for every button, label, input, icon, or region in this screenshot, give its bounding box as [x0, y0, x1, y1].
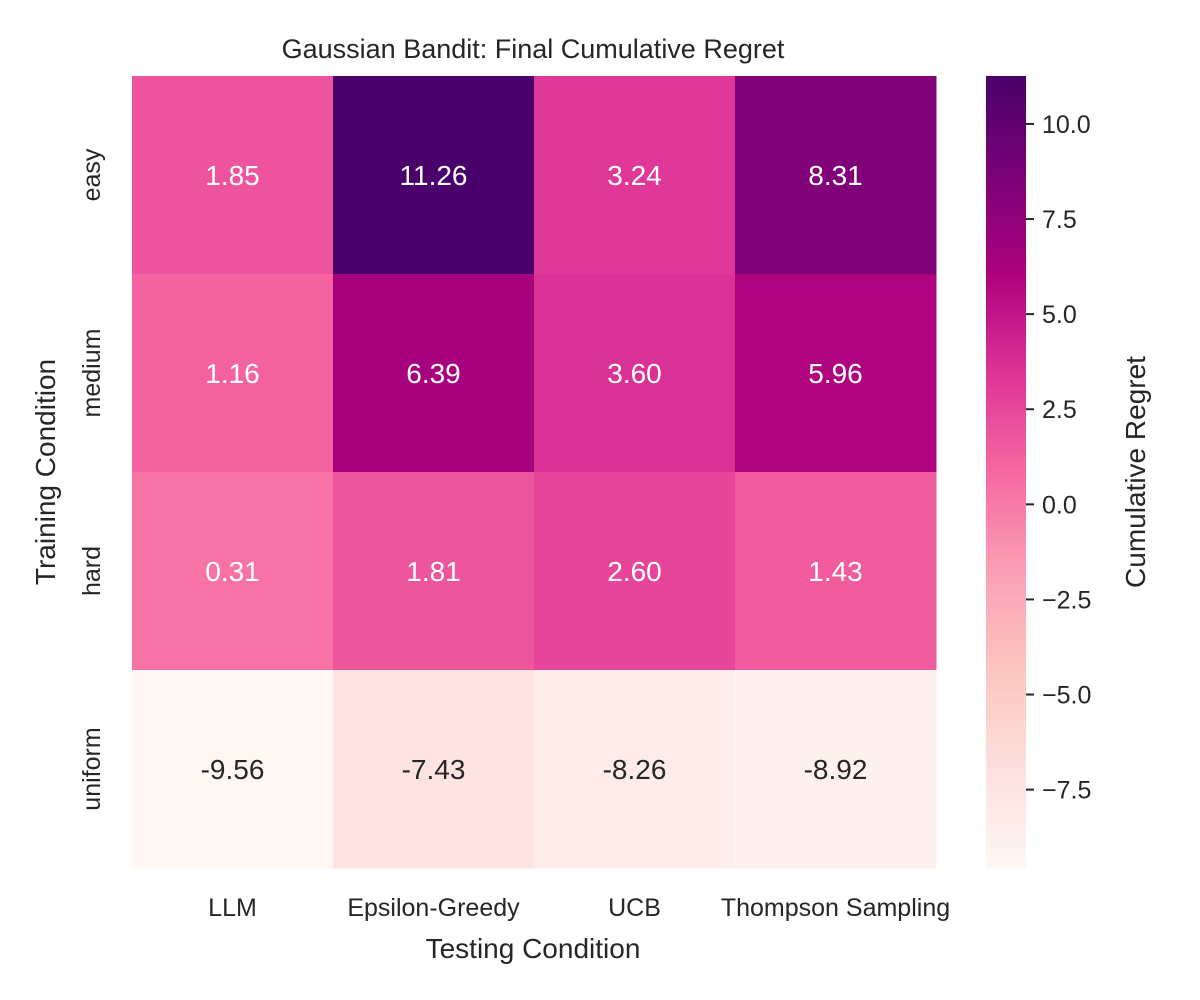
y-tick-label: uniform	[78, 727, 106, 810]
heatmap-cell	[534, 472, 736, 671]
colorbar-tick-label: −5.0	[1042, 682, 1091, 710]
cell-value-label: 3.60	[607, 358, 662, 389]
heatmap-cell	[333, 274, 535, 473]
colorbar-tick-label: 5.0	[1042, 301, 1077, 329]
heatmap-cell	[534, 274, 736, 473]
y-axis-label: Training Condition	[30, 359, 61, 585]
heatmap-cell	[333, 76, 535, 275]
heatmap-cells	[132, 76, 937, 869]
x-tick-label: UCB	[608, 894, 661, 922]
colorbar-tick-label: −2.5	[1042, 586, 1091, 614]
cell-value-label: 1.43	[808, 556, 863, 587]
cell-value-label: -7.43	[402, 754, 466, 785]
heatmap-cell	[132, 670, 334, 869]
colorbar-tick-label: −7.5	[1042, 777, 1091, 805]
heatmap-cell	[132, 274, 334, 473]
y-axis-tick-labels: easy medium hard uniform	[78, 148, 106, 811]
cell-value-label: 3.24	[607, 160, 662, 191]
cell-value-label: 1.85	[205, 160, 260, 191]
cell-value-label: 11.26	[400, 160, 468, 191]
y-tick-label: medium	[78, 329, 106, 418]
cell-value-label: 8.31	[808, 160, 863, 191]
heatmap-cell	[132, 472, 334, 671]
heatmap-cell	[333, 472, 535, 671]
heatmap-cell	[132, 76, 334, 275]
heatmap-cell	[534, 670, 736, 869]
heatmap-cell-labels: 1.85 11.26 3.24 8.31 1.16 6.39 3.60 5.96 0.31 1.8…	[201, 160, 868, 785]
cell-value-label: -9.56	[201, 754, 265, 785]
heatmap-cell	[534, 76, 736, 275]
x-tick-label: LLM	[208, 894, 257, 922]
x-tick-label: Thompson Sampling	[721, 894, 950, 922]
cell-value-label: -8.26	[603, 754, 667, 785]
heatmap-cell	[735, 670, 937, 869]
heatmap-cell	[735, 472, 937, 671]
x-axis-label: Testing Condition	[426, 933, 641, 964]
colorbar-tick-label: 0.0	[1042, 491, 1077, 519]
colorbar-label: Cumulative Regret	[1120, 356, 1151, 588]
cell-value-label: 1.16	[205, 358, 260, 389]
y-tick-label: hard	[78, 546, 106, 596]
x-tick-label: Epsilon-Greedy	[347, 894, 520, 922]
colorbar-tick-label: 2.5	[1042, 396, 1077, 424]
colorbar-tick-label: 7.5	[1042, 206, 1077, 234]
cell-value-label: -8.92	[804, 754, 868, 785]
colorbar-ticks: 10.0 7.5 5.0 2.5 0.0 −2.5 −5.0 −7.5	[1026, 111, 1091, 805]
cell-value-label: 1.81	[406, 556, 461, 587]
cell-value-label: 6.39	[406, 358, 461, 389]
x-axis-tick-labels: LLM Epsilon-Greedy UCB Thompson Sampling	[208, 894, 950, 922]
heatmap-cell	[735, 274, 937, 473]
heatmap-cell	[735, 76, 937, 275]
y-tick-label: easy	[78, 148, 106, 201]
cell-value-label: 0.31	[205, 556, 260, 587]
cell-value-label: 5.96	[808, 358, 863, 389]
colorbar-tick-label: 10.0	[1042, 111, 1091, 139]
cell-value-label: 2.60	[607, 556, 662, 587]
chart-title: Gaussian Bandit: Final Cumulative Regret	[282, 34, 785, 64]
heatmap-cell	[333, 670, 535, 869]
colorbar	[986, 76, 1026, 868]
